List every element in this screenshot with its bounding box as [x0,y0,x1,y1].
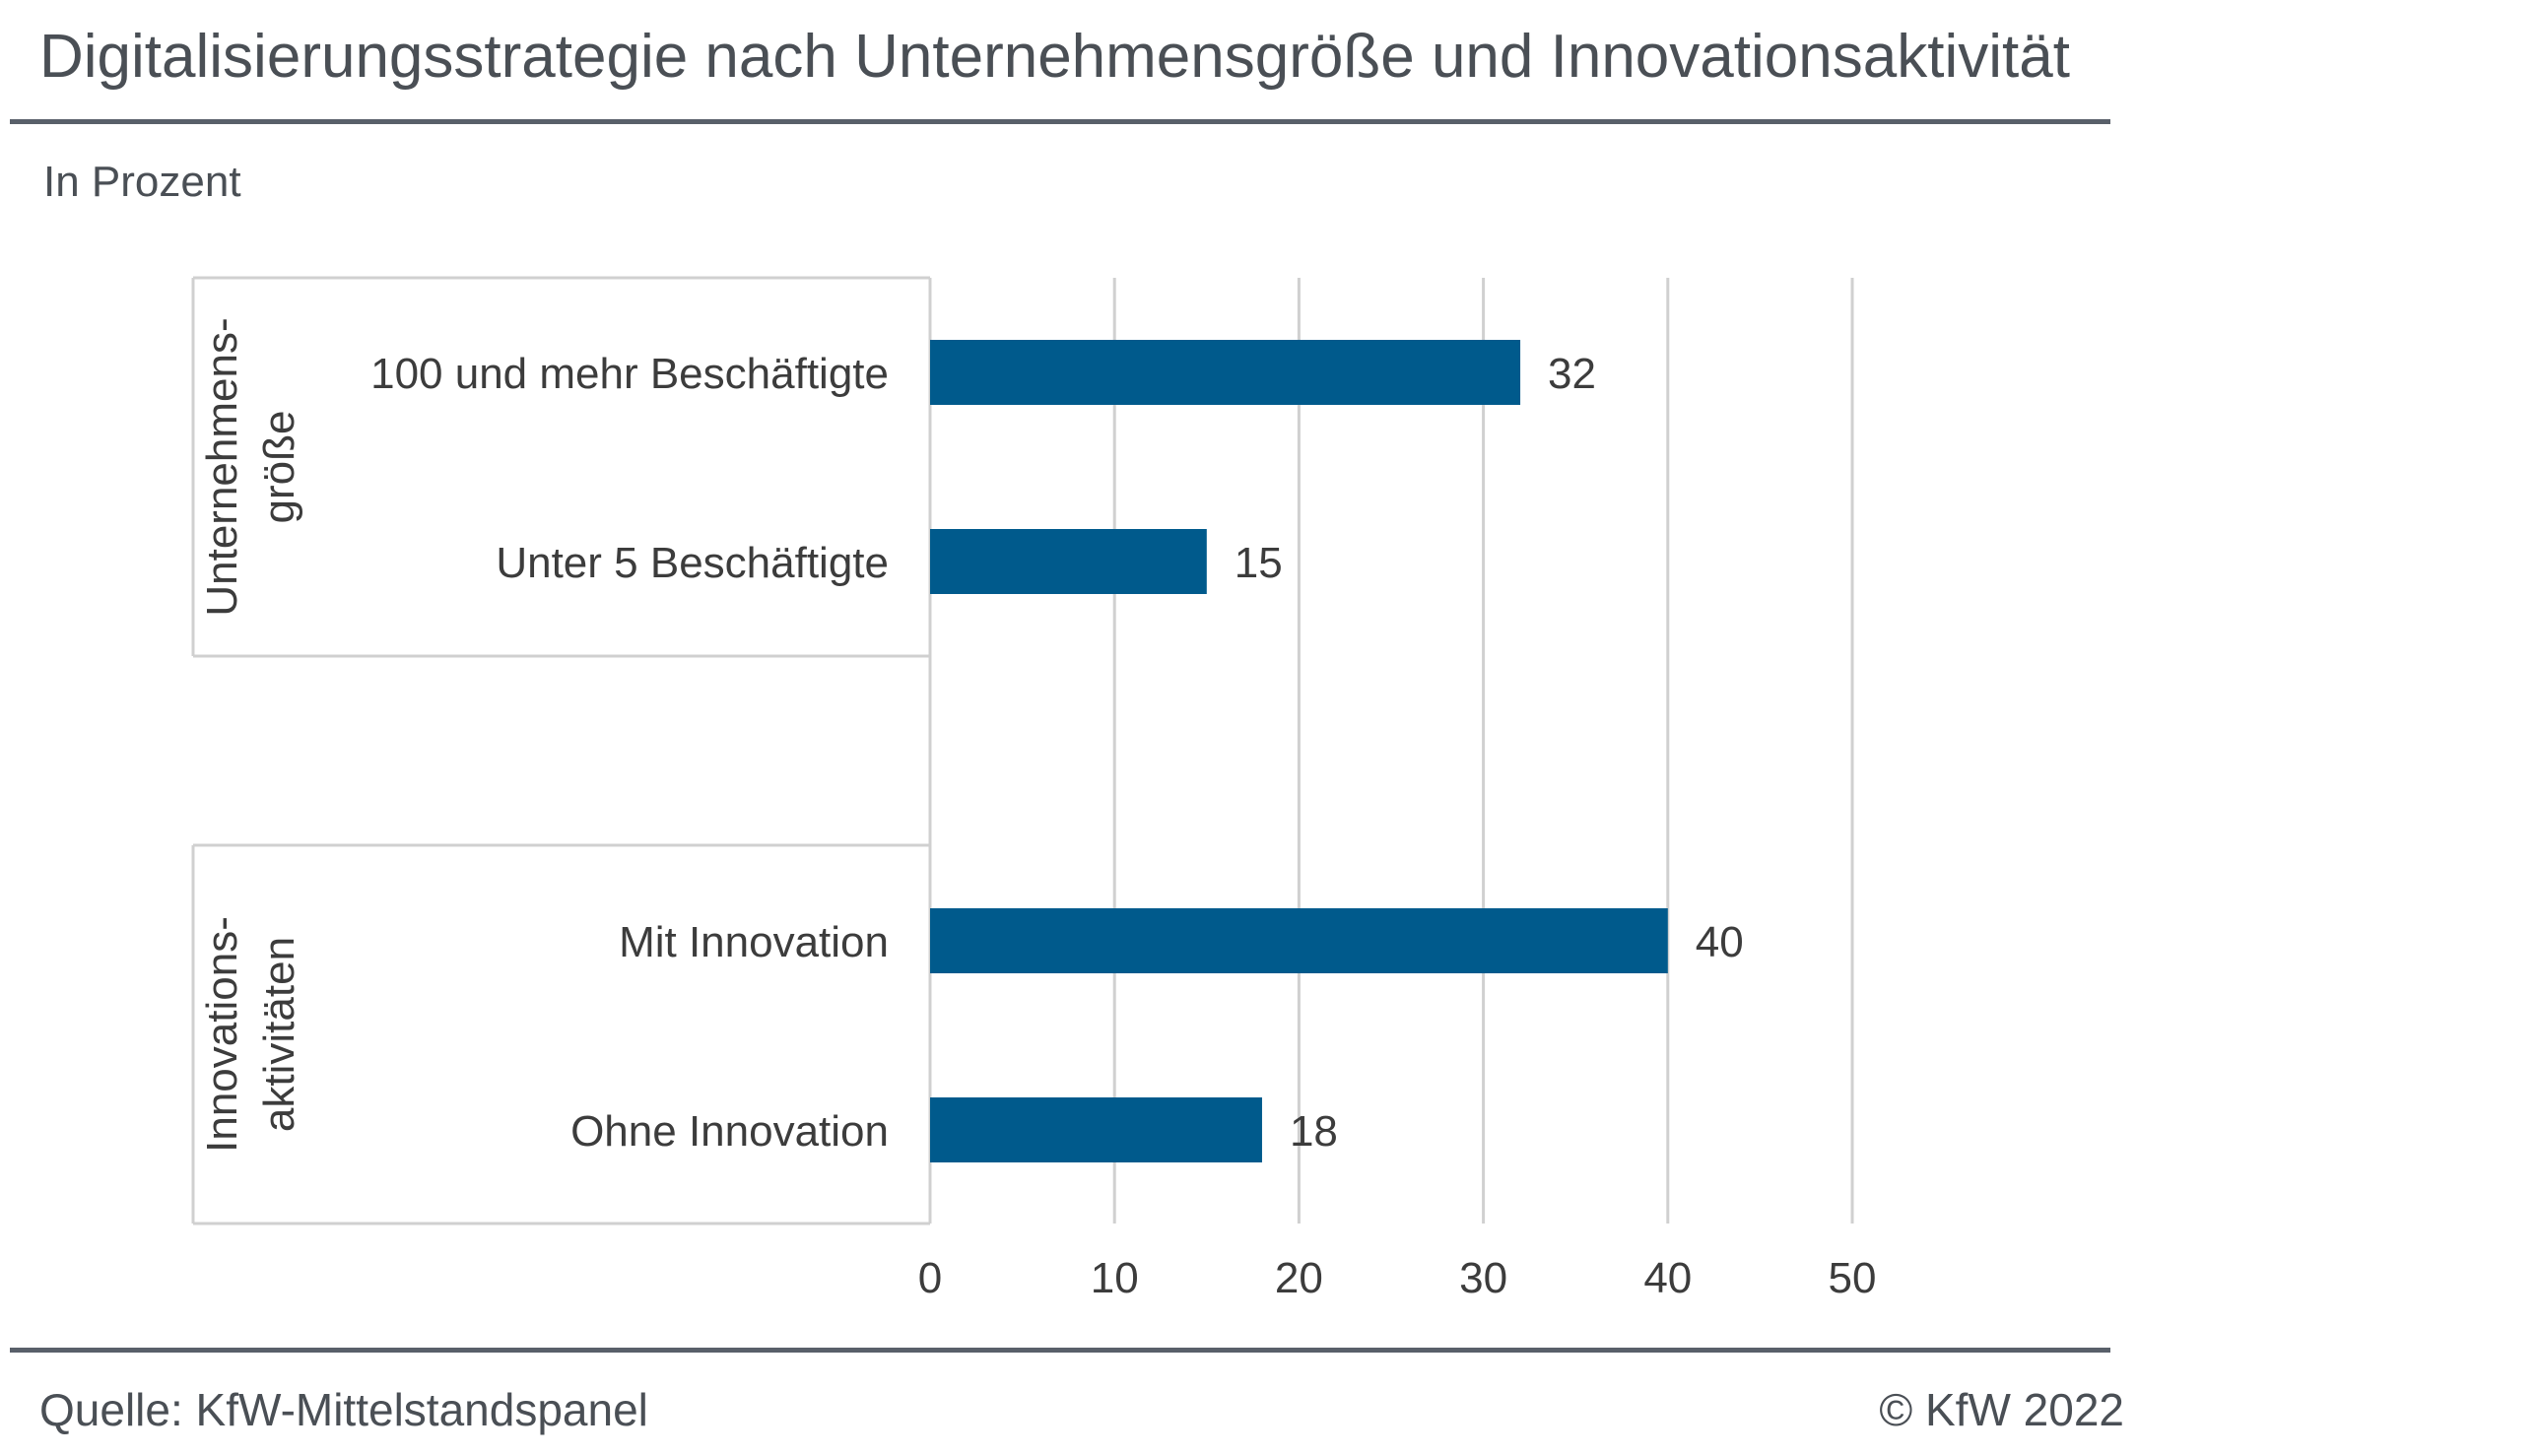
data-label: 32 [1548,350,1596,398]
x-tick-label: 40 [1643,1254,1692,1302]
x-tick-label: 50 [1829,1254,1877,1302]
bar [930,908,1668,973]
bottom-rule [10,1348,2110,1353]
x-tick-label: 20 [1275,1254,1323,1302]
x-tick-label: 10 [1091,1254,1139,1302]
data-label: 40 [1696,918,1744,966]
copyright-note: © KfW 2022 [1879,1384,2124,1435]
category-label: Mit Innovation [619,918,889,966]
group-label: größe [255,411,303,524]
x-tick-label: 0 [918,1254,942,1302]
bar [930,340,1521,405]
top-rule [10,119,2110,124]
data-label: 15 [1235,539,1283,587]
x-tick-label: 30 [1459,1254,1507,1302]
bar [930,1097,1262,1162]
data-label: 18 [1290,1107,1338,1156]
category-label: Unter 5 Beschäftigte [496,539,889,587]
group-label: Innovations- [198,916,246,1153]
category-label: Ohne Innovation [570,1107,889,1156]
chart-title: Digitalisierungsstrategie nach Unternehm… [39,23,2070,91]
group-label: Unternehmens- [198,317,246,616]
source-note: Quelle: KfW-Mittelstandspanel [39,1384,648,1435]
bar [930,529,1207,594]
chart-subtitle: In Prozent [43,158,241,206]
category-label: 100 und mehr Beschäftigte [370,350,889,398]
group-label: aktivitäten [255,937,303,1132]
